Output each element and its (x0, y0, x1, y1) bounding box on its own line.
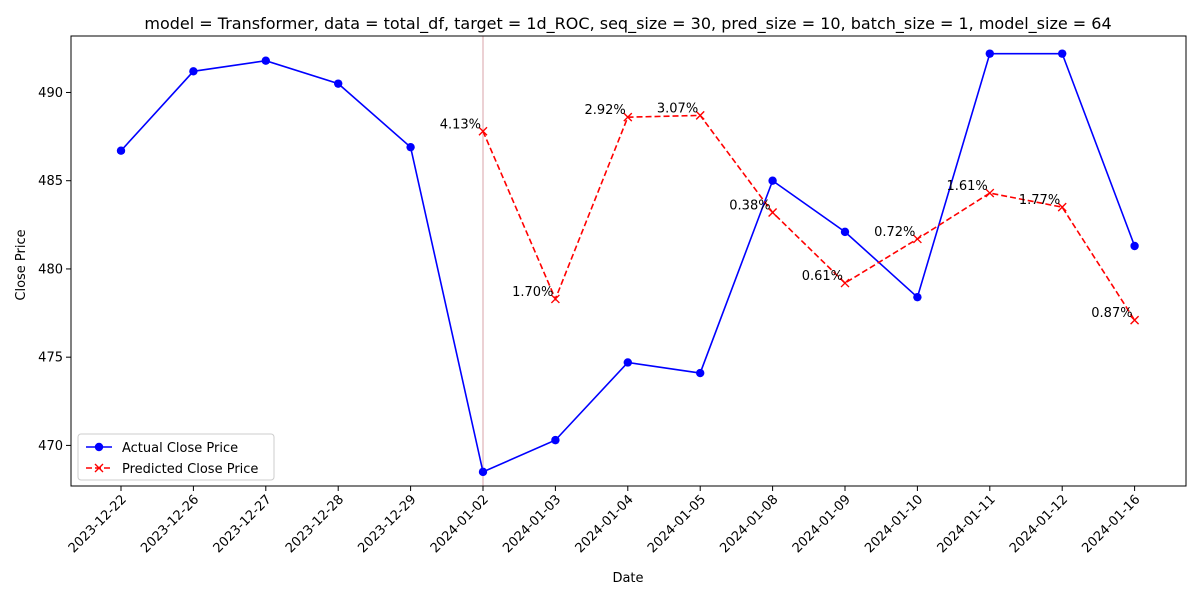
data-point (189, 67, 198, 76)
legend-marker (94, 442, 104, 452)
x-tick-label: 2023-12-22 (66, 492, 130, 556)
data-point (550, 294, 560, 304)
x-tick-label: 2024-01-08 (717, 492, 781, 556)
y-tick-label: 485 (38, 174, 63, 189)
series-line (482, 114, 1136, 321)
data-point (334, 79, 343, 88)
legend-box (77, 433, 275, 481)
x-tick-label: 2023-12-27 (211, 492, 275, 556)
data-label: 1.70% (512, 285, 553, 300)
data-point (1058, 49, 1067, 58)
x-tick-label: 2023-12-29 (355, 492, 419, 556)
data-point (623, 112, 633, 122)
y-tick-label: 490 (38, 86, 63, 101)
x-tick-label: 2023-12-28 (283, 492, 347, 556)
data-point (406, 142, 415, 152)
x-tick-label: 2024-01-10 (862, 492, 926, 556)
x-tick-label: 2024-01-12 (1007, 492, 1071, 556)
data-point (985, 188, 995, 198)
data-label: 2.92% (584, 103, 625, 118)
data-point (913, 292, 922, 302)
data-point (116, 146, 126, 155)
data-label: 4.13% (440, 117, 481, 132)
chart-title: model = Transformer, data = total_df, ta… (144, 14, 1111, 34)
data-point (551, 435, 560, 445)
data-point (1130, 241, 1139, 251)
x-tick-label: 2024-01-11 (935, 492, 999, 556)
legend-label: Predicted Close Price (122, 462, 258, 477)
data-point (695, 110, 705, 120)
data-point (1057, 202, 1067, 212)
data-point (1130, 315, 1140, 325)
data-point (768, 207, 778, 217)
data-label: 1.61% (946, 179, 987, 194)
data-point (912, 234, 922, 244)
y-tick-label: 480 (38, 262, 63, 277)
data-point (623, 358, 632, 367)
y-axis-label: Close Price (14, 229, 29, 300)
data-point (840, 227, 850, 237)
data-label: 3.07% (657, 101, 698, 116)
data-point (985, 49, 994, 58)
y-tick-label: 475 (38, 351, 63, 366)
x-tick-label: 2024-01-16 (1079, 492, 1143, 556)
legend: Actual Close Price Predicted Close Price (77, 433, 275, 481)
data-point (478, 467, 488, 477)
plot-frame (70, 35, 1187, 487)
data-label: 0.87% (1091, 306, 1132, 321)
series-actual (116, 49, 1139, 477)
legend-marker (94, 463, 104, 473)
data-point (768, 176, 777, 185)
legend-label: Actual Close Price (122, 441, 238, 456)
x-tick-label: 2024-01-02 (428, 492, 492, 556)
x-tick-label: 2024-01-09 (790, 492, 854, 556)
data-point (478, 126, 488, 136)
data-label: 0.38% (729, 198, 770, 213)
x-tick-label: 2024-01-05 (645, 492, 709, 556)
data-label: 1.77% (1019, 193, 1060, 208)
y-tick-label: 470 (38, 439, 63, 454)
data-label: 0.61% (802, 269, 843, 284)
x-tick-label: 2023-12-26 (138, 492, 202, 556)
data-point (261, 56, 270, 65)
series-predicted (478, 110, 1140, 325)
data-label: 0.72% (874, 225, 915, 240)
x-tick-label: 2024-01-04 (573, 492, 637, 556)
x-tick-label: 2024-01-03 (500, 492, 564, 556)
data-point (840, 278, 850, 288)
x-axis-label: Date (612, 571, 643, 586)
data-point (696, 368, 705, 378)
